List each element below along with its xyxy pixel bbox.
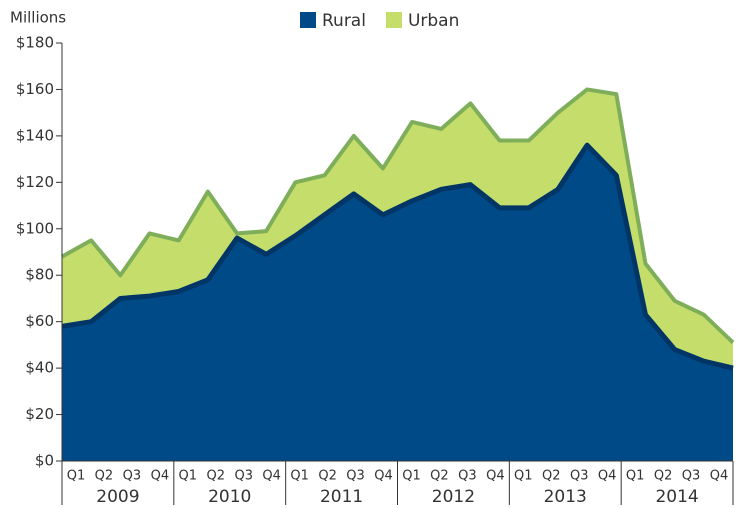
x-group-label: 2010 [208,487,251,507]
y-tick-label: $80 [25,266,54,284]
x-tick-label: Q1 [626,469,645,484]
legend-swatch [385,12,402,28]
x-tick-label: Q1 [402,469,421,484]
y-tick-label: $20 [25,405,54,423]
x-tick-label: Q4 [598,469,617,484]
x-tick-label: Q2 [95,469,114,484]
x-group-label: 2014 [655,487,698,507]
y-tick-label: $100 [16,219,54,237]
x-group-label: 2011 [320,487,363,507]
x-tick-label: Q4 [486,469,505,484]
x-tick-label: Q1 [179,469,198,484]
x-tick-label: Q3 [682,469,701,484]
y-tick-label: $40 [25,359,54,377]
area [62,89,733,369]
area [62,145,733,461]
y-axis-label: Millions [10,9,66,27]
x-tick-label: Q2 [654,469,673,484]
x-tick-label: Q1 [290,469,309,484]
x-group-label: 2012 [432,487,475,507]
y-tick-label: $0 [35,452,54,470]
x-tick-label: Q2 [207,469,226,484]
x-tick-label: Q4 [262,469,281,484]
x-tick-label: Q3 [234,469,253,484]
legend-label: Urban [408,11,459,31]
x-tick-label: Q3 [570,469,589,484]
y-tick-label: $180 [16,34,54,52]
x-tick-label: Q2 [318,469,337,484]
x-tick-label: Q2 [430,469,449,484]
y-tick-label: $120 [16,173,54,191]
y-tick-label: $160 [16,80,54,98]
legend-swatch [300,12,316,28]
x-tick-label: Q1 [67,469,86,484]
area-line [61,142,734,371]
area-line [61,87,735,345]
x-tick-label: Q3 [123,469,142,484]
y-tick-label: $60 [25,312,54,330]
x-tick-label: Q4 [374,469,393,484]
x-tick-label: Q1 [514,469,533,484]
x-tick-label: Q2 [542,469,561,484]
x-tick-label: Q4 [151,469,170,484]
x-tick-label: Q3 [346,469,365,484]
x-group-label: 2013 [544,487,587,507]
x-tick-label: Q4 [710,469,729,484]
x-tick-label: Q3 [458,469,477,484]
legend-label: Rural [322,11,366,31]
x-group-label: 2009 [96,487,139,507]
y-tick-label: $140 [16,126,54,144]
